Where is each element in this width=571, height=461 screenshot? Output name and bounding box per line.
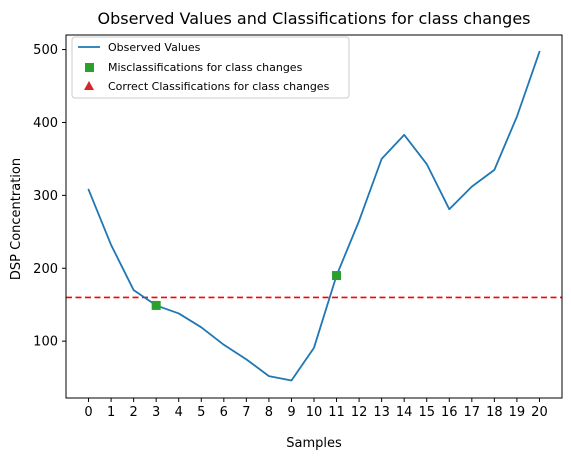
x-tick-label: 20 xyxy=(531,405,548,420)
y-axis-label: DSP Concentration xyxy=(9,158,24,280)
x-tick-label: 16 xyxy=(441,405,458,420)
x-tick-label: 19 xyxy=(509,405,526,420)
x-tick-label: 13 xyxy=(373,405,390,420)
x-tick-label: 14 xyxy=(396,405,413,420)
x-tick-label: 18 xyxy=(486,405,503,420)
misclassification-marker xyxy=(332,271,341,280)
x-tick-label: 8 xyxy=(265,405,273,420)
y-tick-label: 200 xyxy=(33,262,58,277)
legend: Observed Values Misclassifications for c… xyxy=(72,37,349,98)
x-tick-label: 12 xyxy=(351,405,368,420)
x-tick-label: 1 xyxy=(107,405,115,420)
chart-title: Observed Values and Classifications for … xyxy=(97,9,530,28)
x-tick-label: 6 xyxy=(220,405,228,420)
legend-label-correct-classifications: Correct Classifications for class change… xyxy=(108,80,330,93)
x-tick-label: 0 xyxy=(84,405,92,420)
x-tick-label: 4 xyxy=(175,405,183,420)
legend-item-misclassifications: Misclassifications for class changes xyxy=(85,61,303,74)
x-tick-label: 5 xyxy=(197,405,205,420)
x-tick-label: 9 xyxy=(287,405,295,420)
legend-label-misclassifications: Misclassifications for class changes xyxy=(108,61,303,74)
x-axis-label: Samples xyxy=(286,436,342,451)
x-tick-label: 3 xyxy=(152,405,160,420)
y-tick-label: 100 xyxy=(33,335,58,350)
legend-item-correct-classifications: Correct Classifications for class change… xyxy=(84,80,330,93)
x-tick-label: 10 xyxy=(306,405,323,420)
x-tick-label: 15 xyxy=(418,405,435,420)
misclassification-marker xyxy=(152,301,161,310)
legend-label-observed-values: Observed Values xyxy=(108,41,201,54)
x-tick-label: 7 xyxy=(242,405,250,420)
x-tick-label: 2 xyxy=(129,405,137,420)
y-tick-label: 300 xyxy=(33,189,58,204)
x-tick-label: 17 xyxy=(464,405,481,420)
y-tick-label: 400 xyxy=(33,116,58,131)
legend-square-swatch xyxy=(85,63,94,72)
x-tick-label: 11 xyxy=(328,405,345,420)
y-tick-label: 500 xyxy=(33,43,58,58)
